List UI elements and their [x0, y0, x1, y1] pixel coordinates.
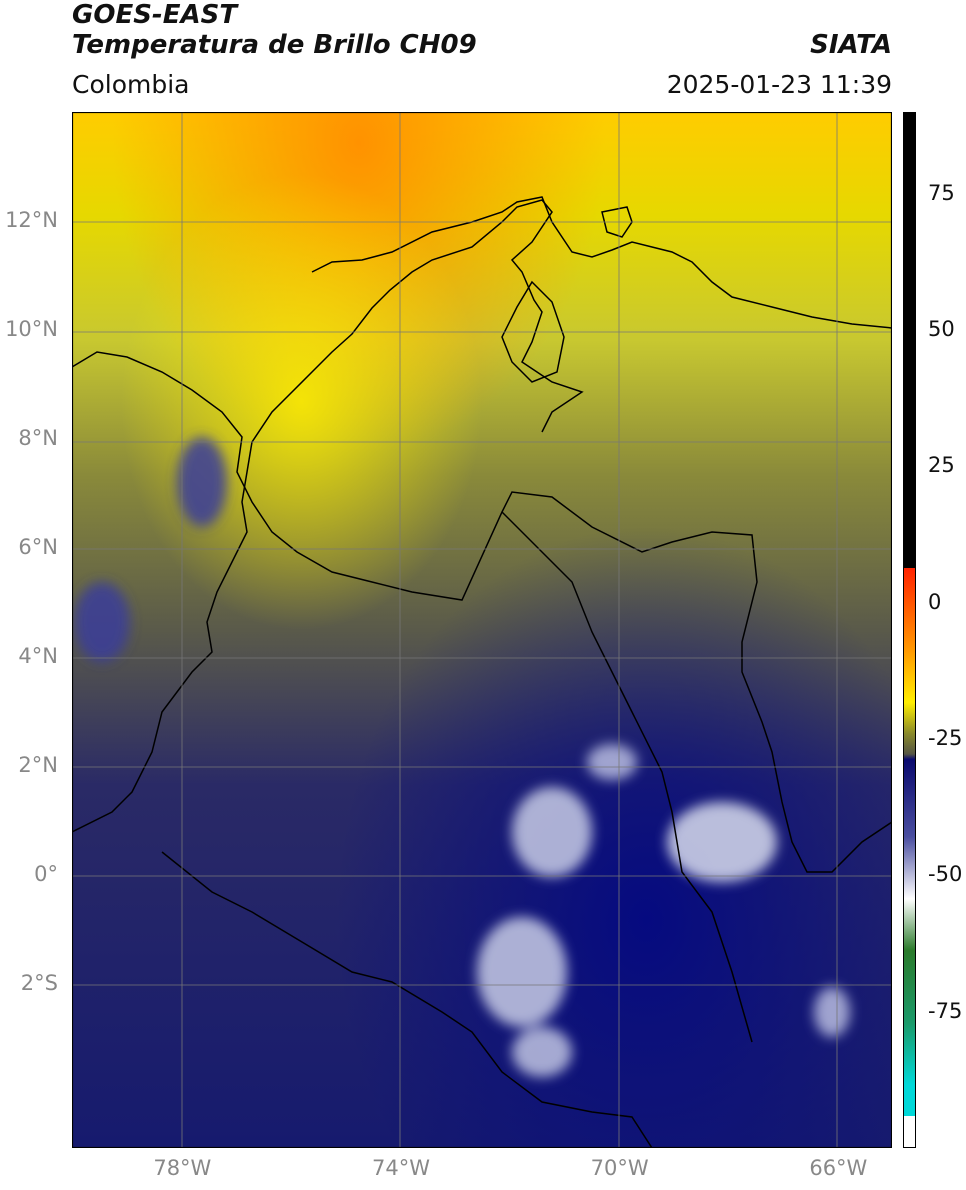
- lon-tick-label: 70°W: [590, 1156, 649, 1180]
- map-border: [72, 112, 892, 1148]
- lon-tick-label: 74°W: [372, 1156, 430, 1180]
- coastline: [311, 196, 892, 383]
- colorbar-tick-label: 0: [928, 589, 942, 614]
- lat-tick-label: 4°N: [18, 644, 58, 669]
- lon-tick-label: 78°W: [153, 1156, 212, 1180]
- colorbar-tick-label: -25: [928, 726, 963, 751]
- lat-tick-label: 2°N: [18, 753, 58, 778]
- satellite-title: GOES-EAST: [72, 0, 238, 30]
- satellite-map: [72, 112, 892, 1148]
- cloud-tops: [74, 437, 850, 1077]
- lat-tick-label: 8°N: [18, 426, 58, 451]
- country-borders: [72, 199, 892, 1148]
- lat-tick-label: 6°N: [18, 535, 58, 560]
- product-title: Temperatura de Brillo CH09: [72, 30, 477, 60]
- colorbar-tick-label: 25: [928, 453, 955, 478]
- datetime-label: 2025-01-23 11:39: [666, 70, 892, 99]
- colorbar: [903, 112, 916, 1148]
- gridlines: [72, 112, 892, 1148]
- colorbar-tick-label: -75: [928, 998, 963, 1023]
- lat-tick-label: 2°S: [20, 971, 58, 996]
- lon-tick-label: 66°W: [809, 1156, 868, 1180]
- colorbar-tick-label: 50: [928, 317, 955, 342]
- agency-label: SIATA: [810, 30, 892, 60]
- region-label: Colombia: [72, 70, 190, 99]
- lat-tick-label: 10°N: [5, 317, 58, 342]
- colorbar-tick-label: -50: [928, 862, 963, 887]
- colorbar-tick-label: 75: [928, 180, 955, 205]
- lat-tick-label: 12°N: [5, 208, 58, 233]
- lat-tick-label: 0°: [34, 862, 58, 887]
